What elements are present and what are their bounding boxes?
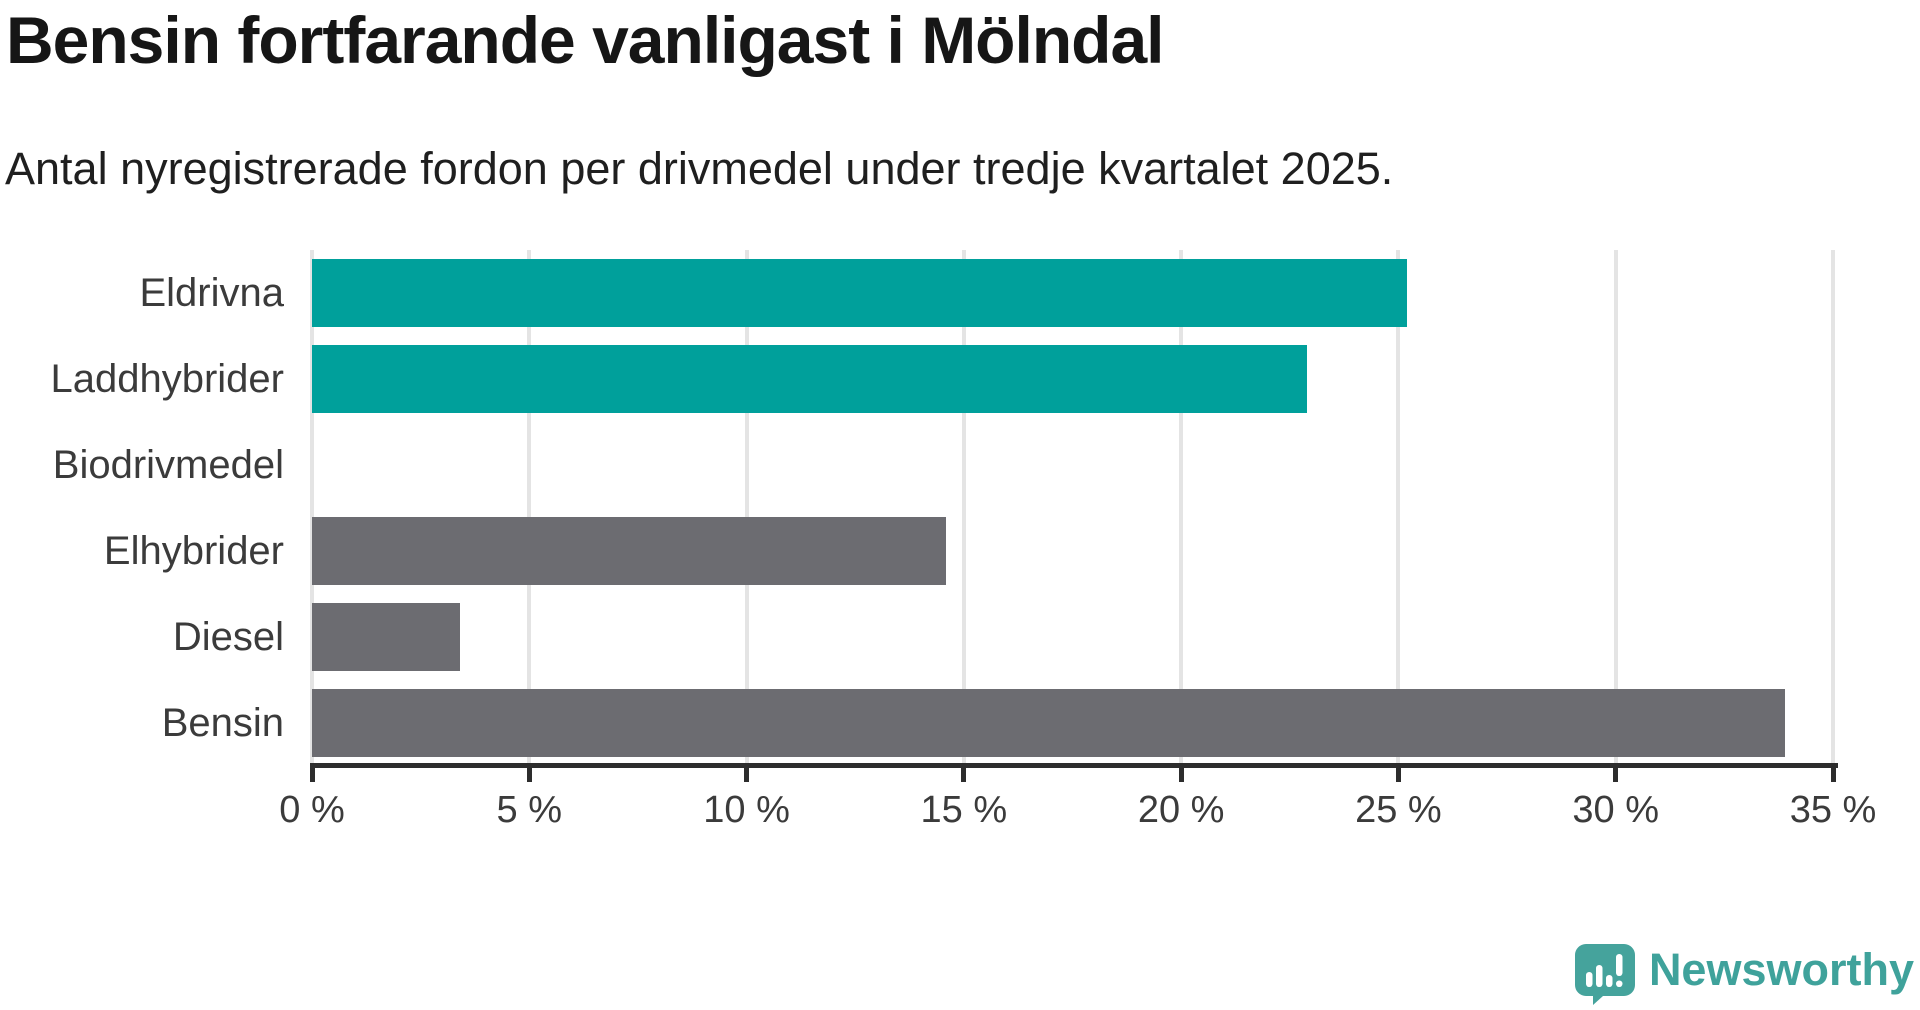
category-label: Diesel bbox=[172, 614, 284, 659]
x-axis-tick bbox=[309, 763, 315, 782]
gridline-30 bbox=[1613, 250, 1618, 763]
x-tick-label: 25 % bbox=[1355, 789, 1442, 831]
gridline-20 bbox=[1179, 250, 1184, 763]
category-label: Bensin bbox=[161, 700, 284, 745]
x-axis-tick bbox=[1830, 763, 1836, 782]
gridline-35 bbox=[1831, 250, 1835, 763]
bar-row: Eldrivna bbox=[0, 259, 1920, 327]
category-label: Elhybrider bbox=[103, 528, 284, 573]
x-axis-tick bbox=[526, 763, 532, 782]
bar-row: Laddhybrider bbox=[0, 344, 1920, 413]
x-tick-label: 15 % bbox=[920, 789, 1008, 831]
chart-subtitle: Antal nyregistrerade fordon per drivmede… bbox=[5, 143, 1394, 194]
bar bbox=[312, 344, 1308, 413]
gridline-25 bbox=[1396, 250, 1401, 763]
x-axis-tick bbox=[1178, 763, 1184, 782]
gridline-10 bbox=[744, 250, 749, 763]
x-axis-tick bbox=[744, 763, 750, 782]
category-label: Eldrivna bbox=[139, 271, 284, 315]
x-axis-tick bbox=[1395, 763, 1401, 782]
newsworthy-wordmark: Newsworthy bbox=[1648, 943, 1914, 995]
x-tick-label: 30 % bbox=[1572, 789, 1660, 831]
bar bbox=[312, 602, 460, 671]
chart-title: Bensin fortfarande vanligast i Mölndal bbox=[6, 3, 1165, 77]
x-tick-label: 20 % bbox=[1137, 789, 1225, 831]
newsworthy-bubble-icon bbox=[1574, 943, 1636, 1006]
gridline-5 bbox=[527, 250, 532, 763]
bar bbox=[312, 516, 947, 585]
x-axis-line bbox=[310, 763, 1838, 768]
x-tick-label: 10 % bbox=[703, 789, 790, 831]
newsworthy-logo: Newsworthy bbox=[1574, 943, 1914, 1006]
category-label: Laddhybrider bbox=[50, 356, 285, 401]
category-label: Biodrivmedel bbox=[52, 442, 284, 487]
bar-row: Bensin bbox=[0, 688, 1920, 757]
bar bbox=[312, 259, 1408, 327]
bar-row: Elhybrider bbox=[0, 516, 1920, 585]
x-axis-tick bbox=[961, 763, 967, 782]
bar-row: Diesel bbox=[0, 602, 1920, 671]
x-tick-label: 5 % bbox=[496, 789, 563, 831]
x-axis-tick bbox=[1613, 763, 1619, 782]
bar-row: Biodrivmedel bbox=[0, 431, 1920, 499]
gridline-15 bbox=[961, 250, 966, 763]
bar bbox=[312, 688, 1786, 757]
gridline-0 bbox=[310, 250, 314, 763]
x-tick-label: 0 % bbox=[279, 789, 345, 831]
x-tick-label: 35 % bbox=[1789, 789, 1877, 831]
